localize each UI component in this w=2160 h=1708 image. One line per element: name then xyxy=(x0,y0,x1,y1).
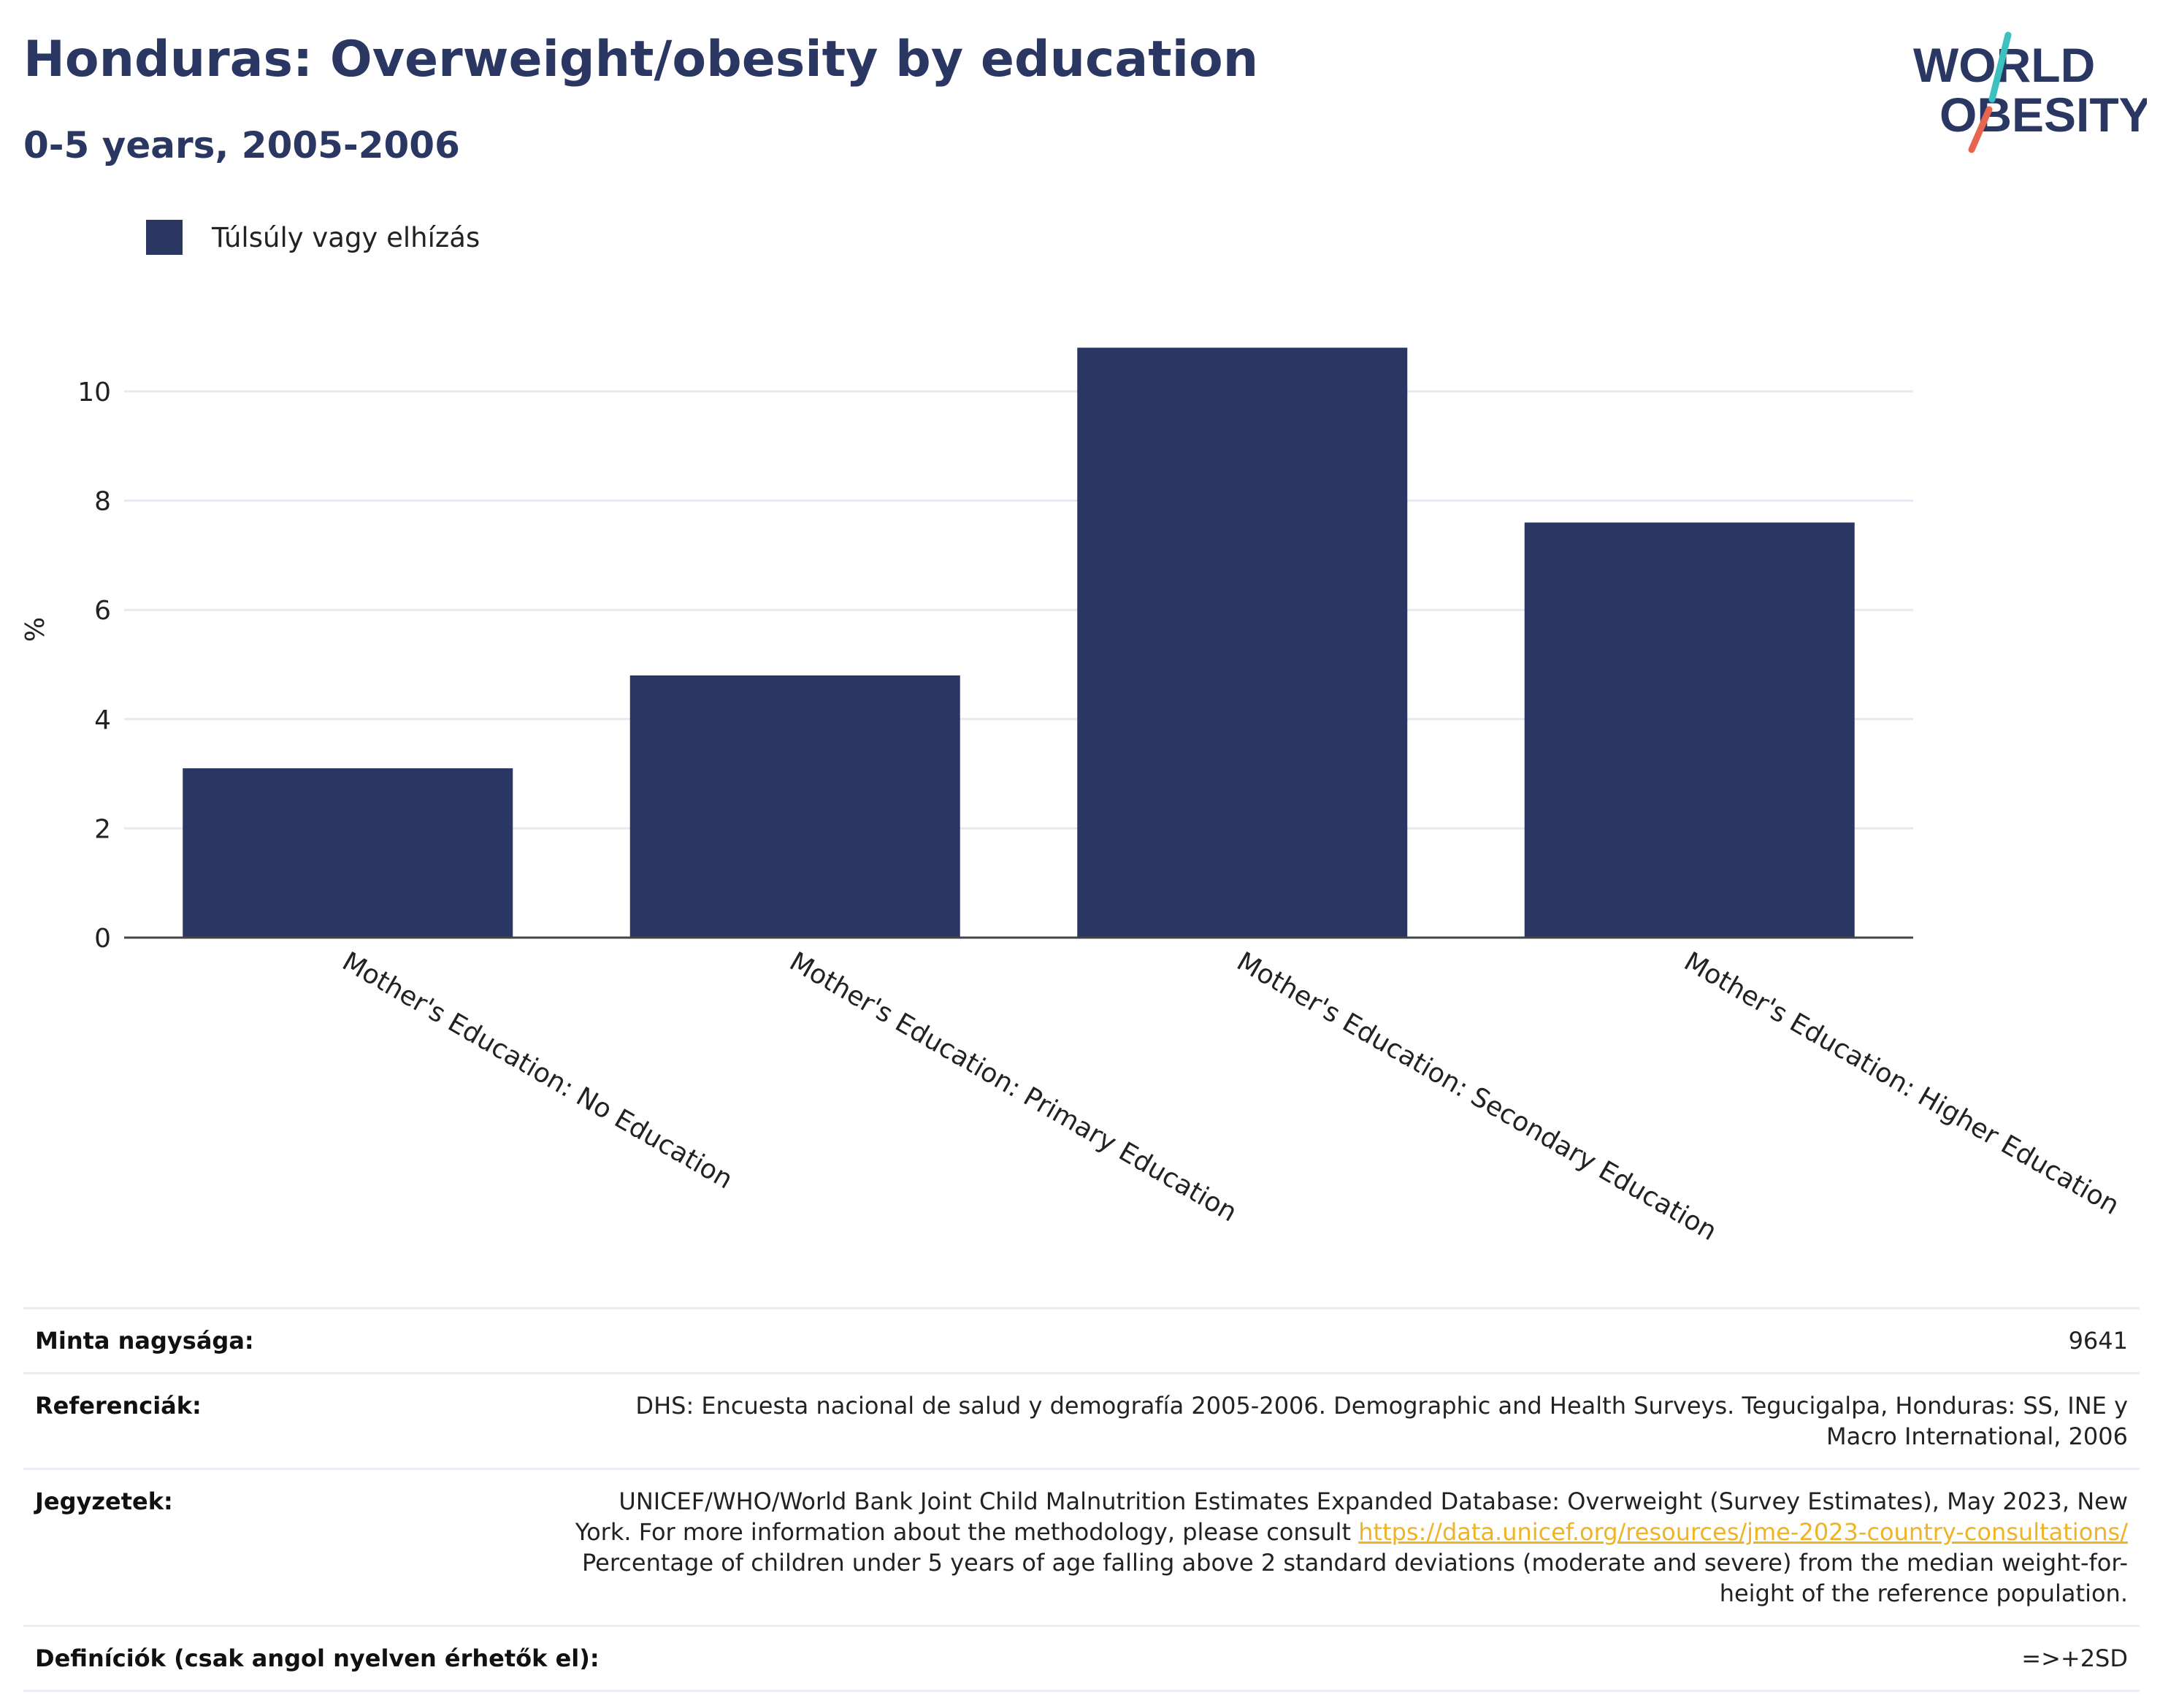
references-label: Referenciák: xyxy=(35,1392,202,1420)
bar[interactable] xyxy=(183,768,513,938)
bar[interactable] xyxy=(1524,522,1855,938)
x-tick-label: Mother's Education: Secondary Education xyxy=(1232,946,1722,1246)
legend[interactable]: Túlsúly vagy elhízás xyxy=(146,219,480,256)
y-tick-label: 6 xyxy=(94,596,111,626)
logo-line2: OBESITY xyxy=(1939,88,2147,142)
y-tick-label: 4 xyxy=(94,705,111,735)
notes-text-2: Percentage of children under 5 years of … xyxy=(582,1549,2128,1607)
y-tick-label: 2 xyxy=(94,814,111,844)
legend-label: Túlsúly vagy elhízás xyxy=(212,221,480,253)
y-tick-label: 8 xyxy=(94,487,111,517)
info-table: Minta nagysága: 9641 Referenciák: DHS: E… xyxy=(23,1307,2140,1692)
bar[interactable] xyxy=(1077,348,1408,938)
notes-text-1: UNICEF/WHO/World Bank Joint Child Malnut… xyxy=(575,1487,2128,1546)
sample-size-value: 9641 xyxy=(2068,1327,2128,1355)
logo-slash-teal xyxy=(1988,31,2012,103)
notes-link[interactable]: https://data.unicef.org/resources/jme-20… xyxy=(1358,1518,2128,1546)
bar[interactable] xyxy=(629,675,960,938)
x-tick-label: Mother's Education: Primary Education xyxy=(784,946,1241,1228)
logo-slash-red xyxy=(1968,106,1993,153)
y-tick-label: 10 xyxy=(77,378,111,407)
info-row-definitions: Definíciók (csak angol nyelven érhetők e… xyxy=(23,1625,2140,1692)
legend-swatch xyxy=(146,220,183,255)
bars xyxy=(183,348,1855,938)
page-subtitle: 0-5 years, 2005-2006 xyxy=(23,124,460,166)
y-axis-label: % xyxy=(20,617,50,642)
info-row-notes: Jegyzetek: UNICEF/WHO/World Bank Joint C… xyxy=(23,1468,2140,1625)
sample-size-label: Minta nagysága: xyxy=(35,1327,254,1355)
page-title: Honduras: Overweight/obesity by educatio… xyxy=(23,31,1259,88)
references-value: DHS: Encuesta nacional de salud y demogr… xyxy=(635,1392,2128,1450)
info-row-references: Referenciák: DHS: Encuesta nacional de s… xyxy=(23,1372,2140,1468)
world-obesity-logo: WORLD OBESITY xyxy=(1913,31,2147,153)
info-row-sample: Minta nagysága: 9641 xyxy=(23,1307,2140,1372)
x-tick-label: Mother's Education: No Education xyxy=(337,946,738,1195)
y-tick-label: 0 xyxy=(94,924,111,954)
definitions-label: Definíciók (csak angol nyelven érhetők e… xyxy=(35,1644,600,1672)
definitions-value: =>+2SD xyxy=(2021,1644,2128,1672)
notes-label: Jegyzetek: xyxy=(35,1487,173,1515)
notes-value: UNICEF/WHO/World Bank Joint Child Malnut… xyxy=(558,1486,2128,1609)
x-tick-label: Mother's Education: Higher Education xyxy=(1679,946,2124,1221)
